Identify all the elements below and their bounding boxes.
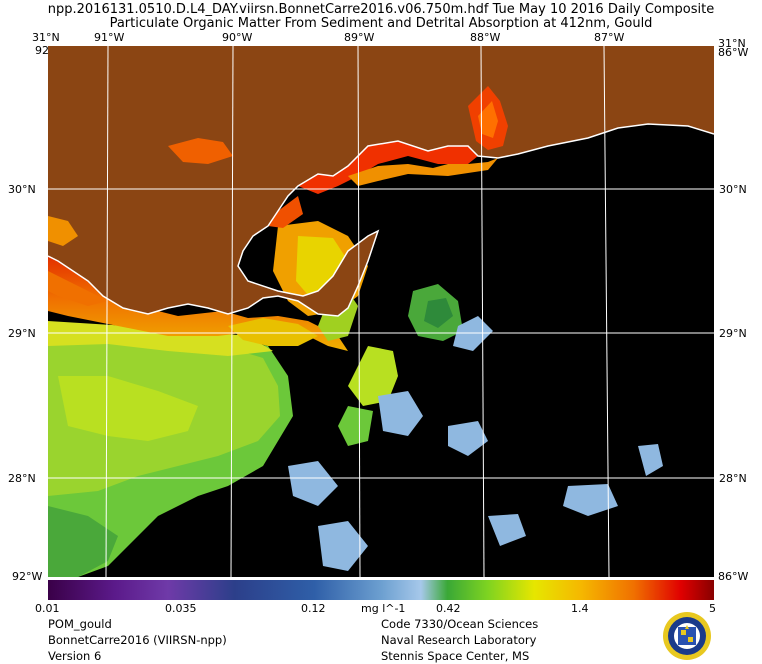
lat-label-28n-left: 28°N xyxy=(8,472,36,485)
land-area xyxy=(48,46,714,316)
lat-label-29n-right: 29°N xyxy=(719,327,747,340)
colorbar-tick-3: 0.42 xyxy=(436,602,461,615)
footer-region: BonnetCarre2016 (VIIRSN-npp) xyxy=(48,633,227,647)
lon-label-87w: 87°W xyxy=(594,31,625,44)
product-filename-title: npp.2016131.0510.D.L4_DAY.viirsn.BonnetC… xyxy=(47,2,715,17)
colorbar xyxy=(48,580,714,600)
corner-label-top-right-lat: 31°N xyxy=(718,37,746,50)
corner-label-top-right-lon: 86°W xyxy=(718,46,749,59)
plume-coastal-high xyxy=(48,246,348,351)
footer-institution: Code 7330/Ocean Sciences Naval Research … xyxy=(381,616,538,664)
lat-label-28n-right: 28°N xyxy=(719,472,747,485)
lon-label-90w: 90°W xyxy=(222,31,253,44)
corner-label-bottom-right: 86°W xyxy=(718,570,749,583)
coastal-fringe-high xyxy=(48,86,508,306)
colorbar-tick-4: 1.4 xyxy=(571,602,589,615)
colorbar-tick-1: 0.035 xyxy=(165,602,197,615)
footer-lab: Naval Research Laboratory xyxy=(381,633,537,647)
plume-offshore-patches xyxy=(288,284,663,571)
footer-version: Version 6 xyxy=(48,649,102,663)
footer-code: Code 7330/Ocean Sciences xyxy=(381,617,539,631)
colorbar-unit: mg l^-1 xyxy=(361,602,406,615)
corner-label-bottom-left: 92°W xyxy=(12,570,43,583)
colorbar-tick-5: 5 xyxy=(709,602,716,615)
lon-label-91w: 91°W xyxy=(94,31,125,44)
lon-label-89w: 89°W xyxy=(344,31,375,44)
colorbar-tick-2: 0.12 xyxy=(301,602,326,615)
footer-location: Stennis Space Center, MS xyxy=(381,649,530,663)
corner-label-top-left-lat: 31°N xyxy=(32,31,60,44)
lon-label-88w: 88°W xyxy=(470,31,501,44)
lat-label-29n-left: 29°N xyxy=(8,327,36,340)
graticule-grid xyxy=(48,46,714,577)
lat-label-30n-left: 30°N xyxy=(8,183,36,196)
footer-product-name: POM_gould xyxy=(48,617,112,631)
satellite-map xyxy=(48,46,714,577)
colorbar-tick-0: 0.01 xyxy=(35,602,60,615)
shoreline-outline xyxy=(48,123,714,317)
product-description-title: Particulate Organic Matter From Sediment… xyxy=(109,16,653,31)
footer-product: POM_gould BonnetCarre2016 (VIIRSN-npp) V… xyxy=(48,616,227,664)
nrl-seal-icon xyxy=(663,612,711,660)
lat-label-30n-right: 30°N xyxy=(719,183,747,196)
